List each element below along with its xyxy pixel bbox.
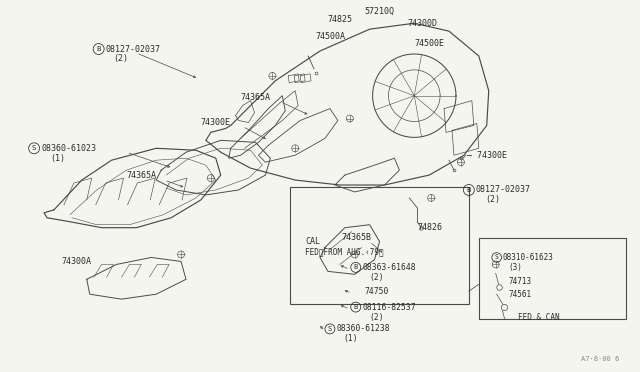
Text: S: S xyxy=(328,326,332,332)
Text: 08360-61023: 08360-61023 xyxy=(41,144,96,153)
Text: (1): (1) xyxy=(344,334,358,343)
Text: 74365A: 74365A xyxy=(241,93,271,102)
Text: 57210Q: 57210Q xyxy=(365,7,395,16)
Text: 74365B: 74365B xyxy=(342,233,372,242)
Text: 08127-02037: 08127-02037 xyxy=(476,186,531,195)
Text: (2): (2) xyxy=(370,273,384,282)
Text: B: B xyxy=(354,304,358,310)
Bar xyxy=(479,238,626,319)
Text: 74561: 74561 xyxy=(509,290,532,299)
Text: B: B xyxy=(354,264,358,270)
Text: B: B xyxy=(97,46,101,52)
Text: CAL: CAL xyxy=(305,237,320,246)
Bar xyxy=(290,187,469,304)
Text: 74300D: 74300D xyxy=(407,19,437,28)
Text: 74826: 74826 xyxy=(417,223,442,232)
Text: 74500A: 74500A xyxy=(315,32,345,41)
Text: 08127-02037: 08127-02037 xyxy=(106,45,161,54)
Text: 74713: 74713 xyxy=(509,277,532,286)
Text: (1): (1) xyxy=(50,154,65,163)
Text: B: B xyxy=(467,187,471,193)
Text: 74365A: 74365A xyxy=(127,171,156,180)
Text: 08116-82537: 08116-82537 xyxy=(362,302,416,312)
Text: 08363-61648: 08363-61648 xyxy=(362,263,416,272)
Text: 74500E: 74500E xyxy=(414,39,444,48)
Text: (2): (2) xyxy=(113,54,129,64)
Text: A7·8·00 6: A7·8·00 6 xyxy=(582,356,620,362)
Text: S: S xyxy=(32,145,36,151)
Text: S: S xyxy=(495,254,499,260)
Text: 08310-61623: 08310-61623 xyxy=(503,253,554,262)
Text: (2): (2) xyxy=(484,195,500,204)
Text: 08360-61238: 08360-61238 xyxy=(337,324,390,333)
Text: 74750: 74750 xyxy=(365,287,389,296)
Text: (3): (3) xyxy=(509,263,522,272)
Text: FED & CAN: FED & CAN xyxy=(518,312,559,321)
Text: 74300E: 74300E xyxy=(201,118,231,127)
Text: (2): (2) xyxy=(370,312,384,321)
Text: — 74300E: — 74300E xyxy=(467,151,507,160)
Text: FED〈FROM AUG.‹79〉: FED〈FROM AUG.‹79〉 xyxy=(305,247,384,256)
Text: 74300A: 74300A xyxy=(62,257,92,266)
Text: 74825: 74825 xyxy=(327,15,353,24)
